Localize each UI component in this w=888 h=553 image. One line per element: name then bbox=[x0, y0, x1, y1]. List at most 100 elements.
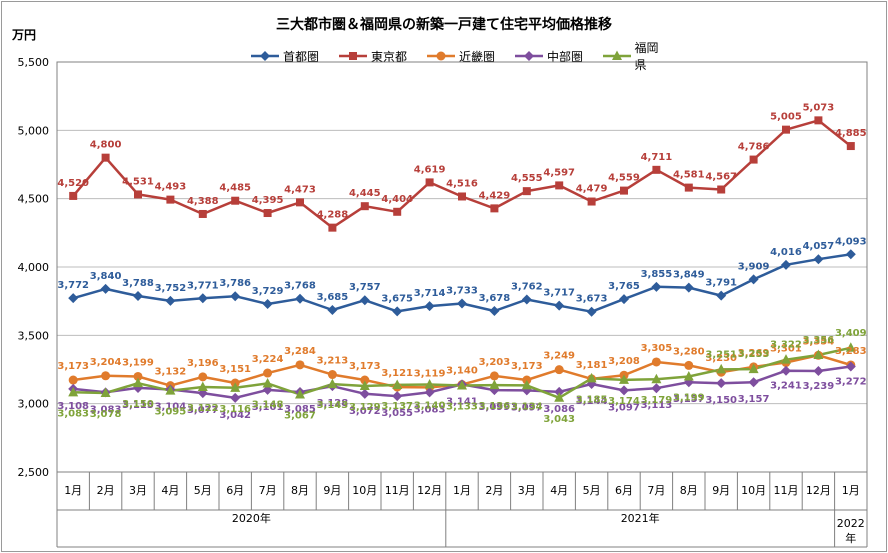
data-label: 3,101 bbox=[252, 402, 284, 413]
data-label: 3,132 bbox=[155, 367, 187, 378]
legend-item: 東京都 bbox=[338, 46, 407, 66]
data-label: 3,196 bbox=[187, 358, 219, 369]
data-point bbox=[424, 301, 435, 312]
data-point bbox=[263, 368, 273, 378]
x-tick-label: 11月 bbox=[774, 484, 799, 497]
data-label: 3,055 bbox=[381, 408, 413, 419]
x-tick-label: 1月 bbox=[842, 484, 860, 497]
data-point bbox=[262, 299, 273, 310]
data-point bbox=[683, 370, 694, 381]
data-label: 3,077 bbox=[187, 405, 219, 416]
legend-swatch-icon bbox=[515, 51, 543, 61]
data-point bbox=[781, 354, 791, 364]
data-label: 3,786 bbox=[219, 278, 251, 289]
data-point bbox=[651, 373, 662, 384]
data-point bbox=[393, 207, 402, 216]
data-point bbox=[554, 386, 565, 397]
legend-label: 中部圏 bbox=[547, 49, 584, 64]
data-label: 3,119 bbox=[414, 368, 446, 379]
data-label: 3,181 bbox=[576, 360, 608, 371]
data-point bbox=[296, 198, 304, 207]
data-point bbox=[813, 366, 824, 377]
data-point bbox=[781, 365, 791, 376]
data-point bbox=[748, 363, 759, 374]
data-point bbox=[198, 372, 208, 382]
data-label: 3,083 bbox=[414, 404, 446, 415]
data-point bbox=[328, 223, 337, 232]
data-point bbox=[262, 377, 273, 388]
data-point bbox=[263, 209, 272, 218]
data-point bbox=[425, 178, 434, 187]
data-label: 3,241 bbox=[770, 381, 802, 392]
data-point bbox=[260, 51, 270, 61]
data-label: 3,322 bbox=[770, 340, 802, 351]
data-label: 5,005 bbox=[770, 112, 802, 123]
data-point bbox=[555, 181, 564, 190]
data-label: 3,042 bbox=[219, 410, 251, 421]
x-tick-label: 2月 bbox=[97, 484, 115, 497]
x-tick-label: 4月 bbox=[550, 484, 568, 497]
data-point bbox=[100, 387, 111, 398]
data-point bbox=[359, 388, 370, 399]
chart-legend: 首都圏 東京都 近畿圏 中部圏 福岡県 bbox=[250, 41, 670, 72]
data-label: 3,113 bbox=[641, 400, 673, 411]
data-label: 3,128 bbox=[317, 398, 349, 409]
data-label: 3,185 bbox=[576, 394, 608, 405]
data-label: 3,173 bbox=[511, 361, 543, 372]
x-tick-label: 1月 bbox=[64, 484, 82, 497]
chart-title: 三大都市圏＆福岡県の新築一戸建て住宅平均価格推移 bbox=[276, 17, 612, 33]
data-label: 3,097 bbox=[511, 402, 543, 413]
data-point bbox=[424, 379, 435, 389]
data-label: 3,752 bbox=[155, 283, 187, 294]
legend-swatch-icon bbox=[251, 51, 279, 61]
data-point bbox=[165, 385, 176, 395]
data-label: 4,531 bbox=[122, 176, 154, 187]
data-label: 3,043 bbox=[543, 414, 575, 425]
data-label: 3,173 bbox=[57, 361, 89, 372]
data-label: 3,157 bbox=[738, 394, 770, 405]
data-label: 3,199 bbox=[122, 357, 154, 368]
data-point bbox=[813, 254, 824, 265]
data-point bbox=[845, 342, 856, 352]
legend-swatch-icon bbox=[427, 51, 455, 61]
data-label: 3,116 bbox=[219, 404, 251, 415]
data-label: 3,253 bbox=[738, 349, 770, 360]
data-label: 3,136 bbox=[479, 401, 511, 412]
data-label: 4,619 bbox=[414, 164, 446, 175]
data-point bbox=[230, 291, 241, 302]
data-label: 3,140 bbox=[414, 401, 446, 412]
data-label: 3,230 bbox=[705, 353, 737, 364]
data-label: 3,129 bbox=[349, 402, 381, 413]
data-label: 3,269 bbox=[738, 348, 770, 359]
x-tick-label: 3月 bbox=[518, 484, 536, 497]
y-tick-label: 3,000 bbox=[18, 398, 50, 411]
data-label: 4,404 bbox=[381, 194, 413, 205]
data-label: 3,072 bbox=[349, 406, 381, 417]
data-point bbox=[360, 375, 370, 385]
data-point bbox=[133, 377, 143, 388]
data-point bbox=[197, 381, 208, 391]
year-label: 年 bbox=[845, 531, 856, 545]
data-label: 4,093 bbox=[835, 236, 867, 247]
data-point bbox=[684, 183, 693, 192]
data-point bbox=[490, 204, 499, 213]
data-label: 3,733 bbox=[446, 285, 478, 296]
legend-label: 東京都 bbox=[371, 49, 408, 64]
x-tick-label: 10月 bbox=[741, 484, 766, 497]
x-tick-label: 9月 bbox=[712, 484, 730, 497]
data-label: 4,473 bbox=[284, 184, 316, 195]
data-label: 3,067 bbox=[284, 411, 316, 422]
data-label: 3,284 bbox=[284, 346, 316, 357]
data-label: 3,301 bbox=[770, 344, 802, 355]
data-point bbox=[133, 290, 143, 301]
data-label: 3,083 bbox=[57, 408, 89, 419]
data-point bbox=[349, 52, 357, 60]
data-point bbox=[295, 293, 305, 304]
data-label: 3,249 bbox=[543, 351, 575, 362]
legend-label: 近畿圏 bbox=[459, 49, 496, 64]
data-point bbox=[524, 51, 534, 61]
data-point bbox=[619, 374, 629, 384]
data-point bbox=[586, 372, 597, 383]
